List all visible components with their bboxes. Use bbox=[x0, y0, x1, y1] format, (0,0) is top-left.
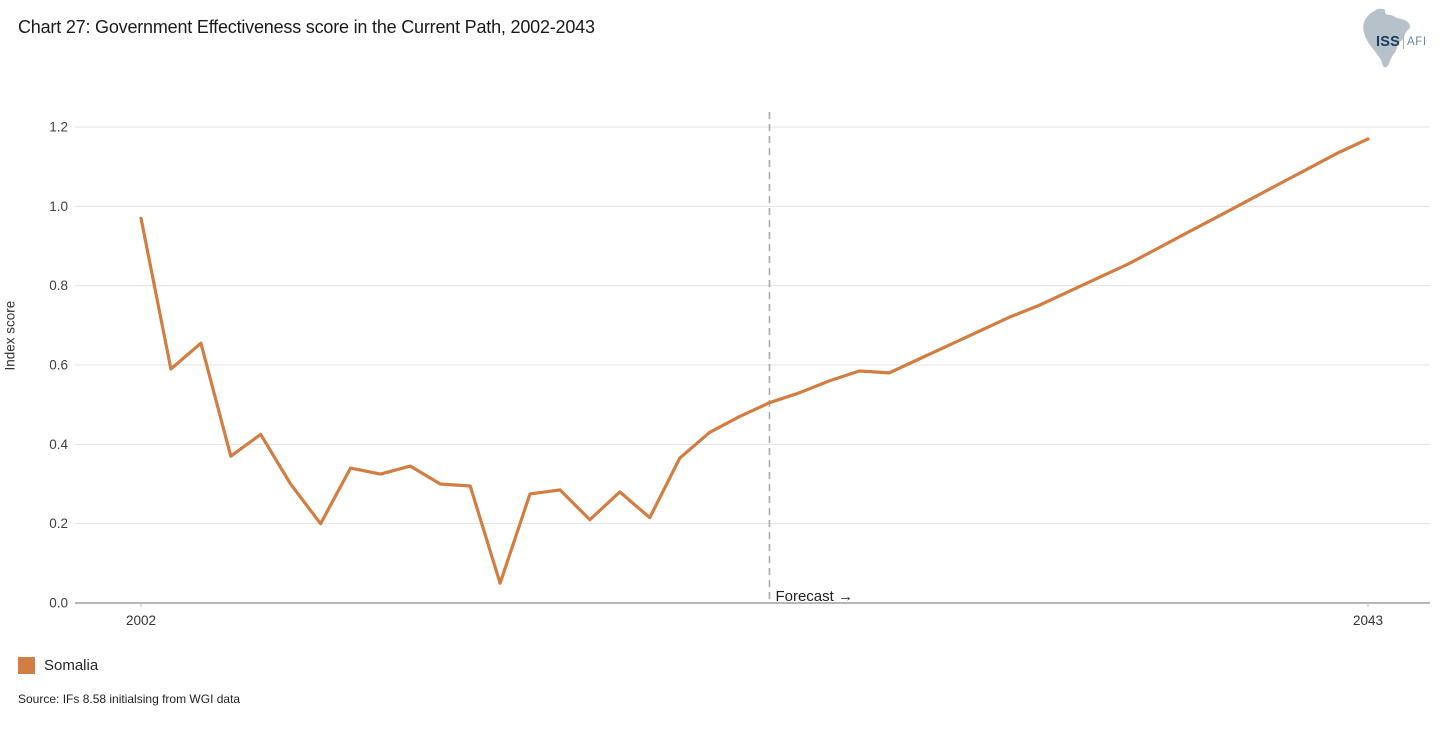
legend-label-somalia: Somalia bbox=[44, 657, 99, 674]
line-chart: 0.0 0.2 0.4 0.6 0.8 1.0 1.2 2002 2043 bbox=[49, 112, 1430, 628]
legend: Somalia bbox=[18, 657, 98, 674]
y-axis-title: Index score bbox=[2, 300, 18, 371]
legend-swatch-somalia bbox=[18, 657, 35, 674]
x-tick-label: 2043 bbox=[1353, 613, 1383, 628]
somalia-line bbox=[139, 137, 1370, 585]
logo-text: ISS AFI bbox=[1376, 34, 1427, 50]
forecast-label: Forecast → bbox=[775, 588, 853, 605]
y-tick-label: 1.2 bbox=[49, 120, 68, 135]
logo-afi-label: AFI bbox=[1406, 36, 1427, 48]
y-tick-label: 1.0 bbox=[49, 199, 68, 214]
africa-map-icon bbox=[1363, 8, 1410, 68]
chart-title: Chart 27: Government Effectiveness score… bbox=[18, 17, 595, 37]
y-tick-label: 0.2 bbox=[49, 516, 68, 531]
y-tick-label: 0.0 bbox=[49, 596, 68, 611]
y-tick-label: 0.4 bbox=[49, 437, 68, 452]
x-tick-label: 2002 bbox=[126, 613, 156, 628]
y-tick-label: 0.6 bbox=[49, 358, 68, 373]
logo-iss-label: ISS bbox=[1376, 34, 1400, 50]
iss-afi-logo: ISS AFI bbox=[1352, 6, 1438, 72]
source-note: Source: IFs 8.58 initialsing from WGI da… bbox=[18, 692, 241, 706]
y-tick-label: 0.8 bbox=[49, 278, 68, 293]
logo-separator bbox=[1402, 35, 1404, 49]
